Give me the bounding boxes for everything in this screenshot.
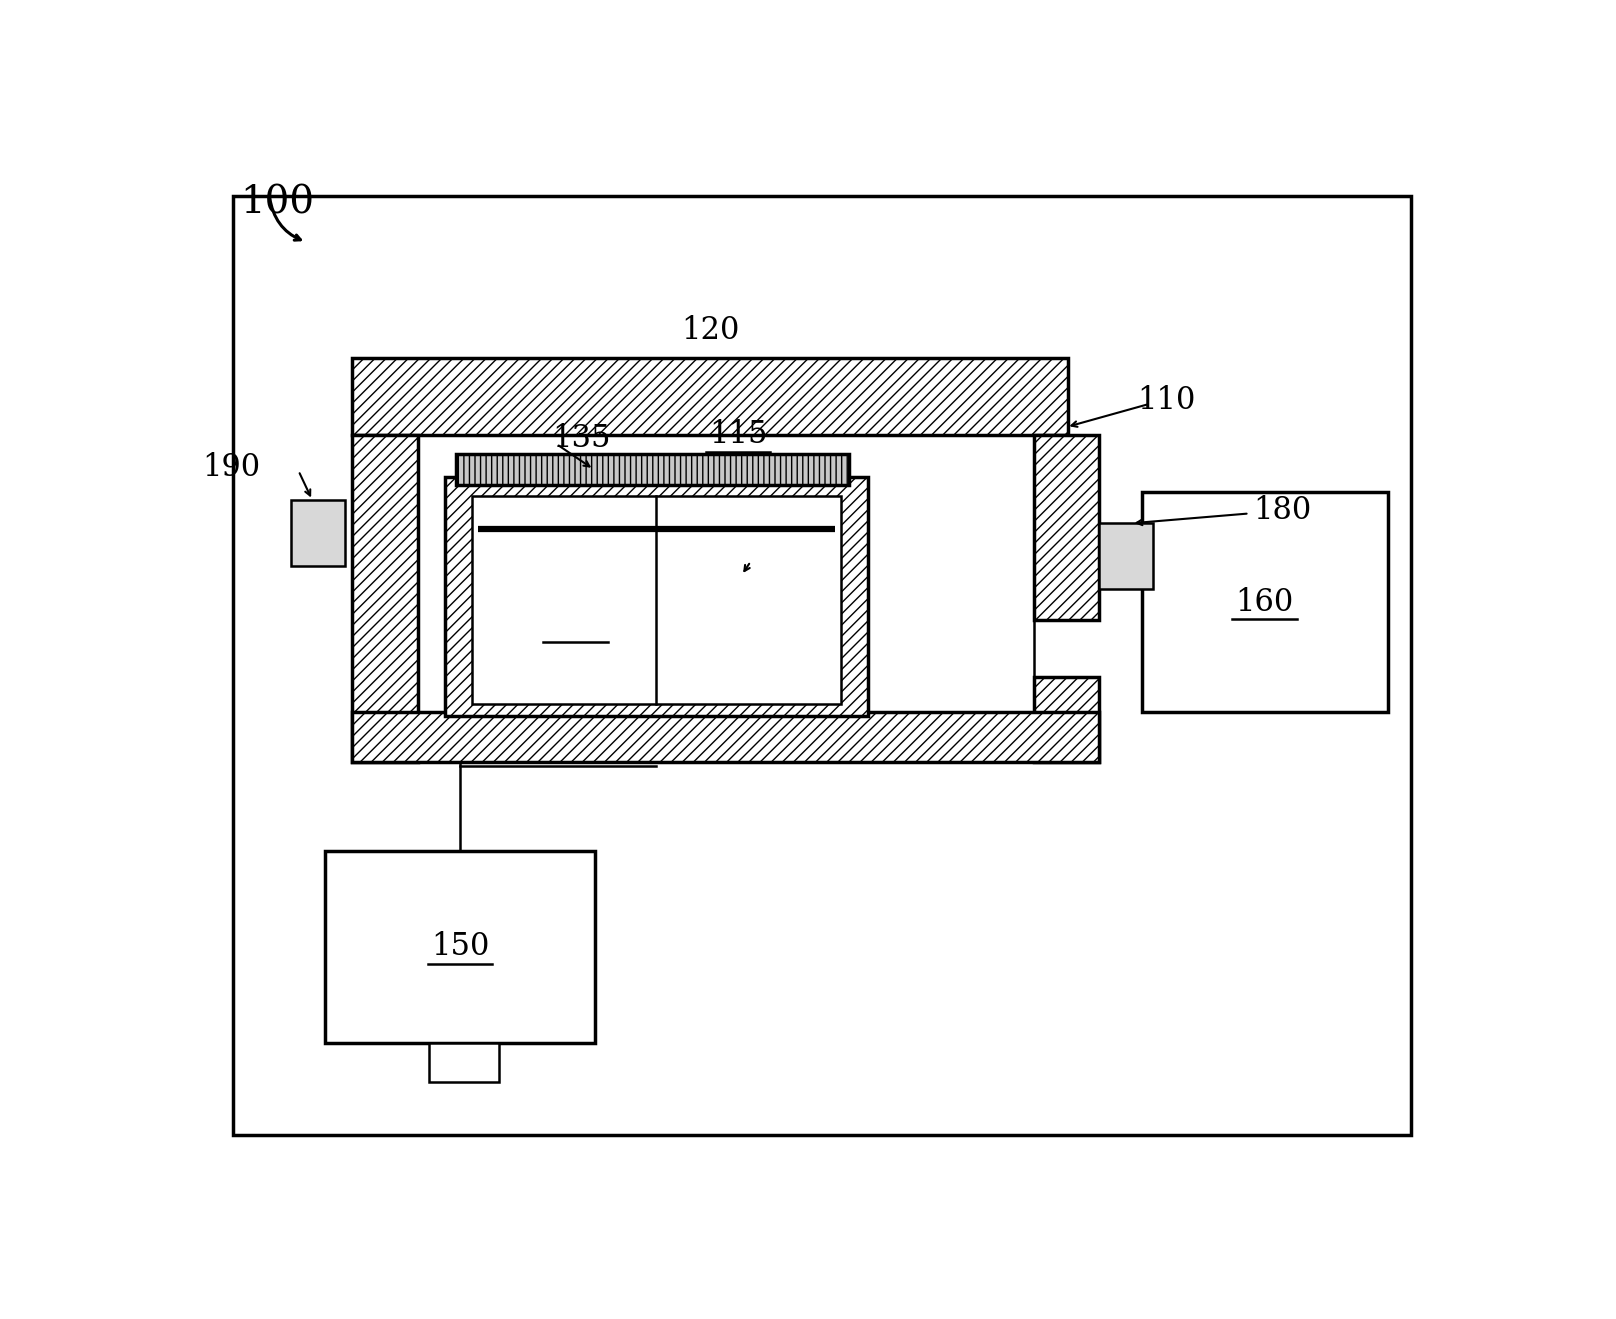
Text: 160: 160 (1236, 587, 1294, 617)
Text: 130: 130 (546, 609, 604, 641)
Text: 180: 180 (1254, 495, 1312, 526)
Text: 150: 150 (431, 931, 490, 963)
Bar (456, 454, 848, 485)
Bar (352, 357, 1068, 435)
Bar (352, 712, 1099, 762)
Bar (325, 851, 595, 1043)
Bar (1141, 492, 1388, 712)
Text: 115: 115 (709, 419, 768, 450)
Bar (419, 357, 1034, 762)
Bar (472, 496, 842, 704)
Bar (291, 500, 344, 566)
Bar (430, 1043, 499, 1082)
Bar (1099, 524, 1154, 588)
Text: 110: 110 (1138, 385, 1196, 415)
Bar (352, 435, 419, 762)
Text: 132: 132 (753, 545, 811, 575)
Text: 100: 100 (241, 185, 315, 222)
Text: 120: 120 (682, 315, 740, 347)
Bar (1034, 435, 1099, 620)
Text: 190: 190 (202, 452, 260, 483)
Bar (444, 477, 868, 716)
Text: 135: 135 (553, 423, 611, 454)
Bar (1034, 677, 1099, 762)
